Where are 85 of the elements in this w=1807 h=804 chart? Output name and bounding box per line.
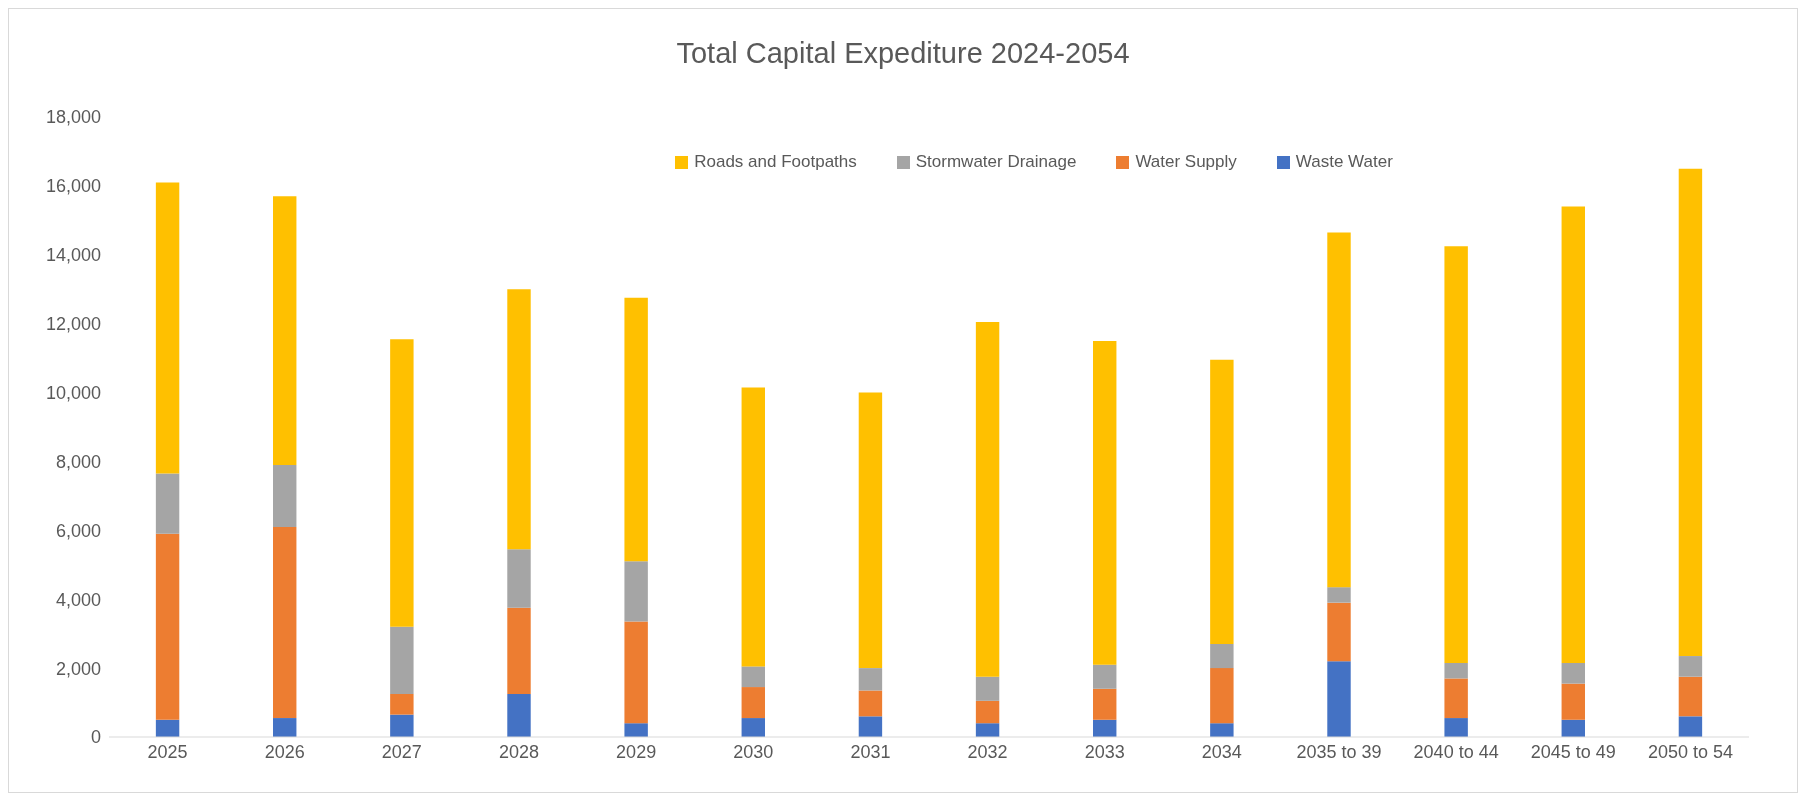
- bar: [273, 526, 297, 719]
- bar: [155, 182, 180, 474]
- bar: [390, 693, 414, 715]
- bar: [1093, 664, 1117, 689]
- bar: [624, 723, 648, 737]
- x-tick-label: 2034: [1201, 741, 1242, 762]
- x-tick-label: 2040 to 44: [1413, 741, 1499, 762]
- bar: [1561, 662, 1585, 684]
- bar: [1444, 678, 1468, 719]
- bar: [975, 321, 1000, 677]
- bar: [858, 690, 883, 717]
- bar: [741, 687, 765, 719]
- bar: [1678, 656, 1703, 677]
- x-tick-label: 2031: [850, 741, 891, 762]
- bar: [624, 561, 648, 622]
- bar: [624, 297, 648, 562]
- bar: [273, 196, 297, 465]
- y-tick-label: 12,000: [45, 314, 101, 335]
- bar: [858, 716, 883, 737]
- x-tick-label: 2029: [616, 741, 657, 762]
- bar: [1678, 168, 1703, 657]
- bar: [1210, 723, 1234, 737]
- y-tick-label: 0: [90, 727, 101, 748]
- bar: [1093, 340, 1117, 665]
- y-tick-label: 16,000: [45, 176, 101, 197]
- bar: [1210, 644, 1234, 669]
- bar: [1210, 359, 1234, 644]
- bar: [507, 289, 531, 550]
- y-tick-label: 18,000: [45, 107, 101, 128]
- x-tick-label: 2026: [264, 741, 305, 762]
- bar: [273, 718, 297, 737]
- bar: [1093, 688, 1117, 720]
- bar: [1561, 719, 1585, 737]
- legend-label: Water Supply: [1134, 152, 1237, 172]
- x-tick-label: 2050 to 54: [1647, 741, 1733, 762]
- y-tick-label: 2,000: [55, 658, 101, 679]
- x-tick-label: 2028: [498, 741, 540, 762]
- legend-label: Waste Water: [1294, 152, 1393, 172]
- bar: [975, 676, 1000, 701]
- y-tick-label: 10,000: [45, 382, 101, 403]
- bar: [390, 626, 414, 694]
- bar: [390, 714, 414, 737]
- bar: [975, 723, 1000, 737]
- bar: [1327, 602, 1351, 662]
- bar: [155, 719, 180, 737]
- x-tick-label: 2035 to 39: [1296, 741, 1382, 762]
- x-tick-label: 2025: [147, 741, 188, 762]
- bar: [858, 392, 883, 669]
- bar: [1678, 676, 1703, 717]
- bar: [1327, 232, 1351, 588]
- y-tick-label: 4,000: [55, 589, 101, 610]
- bar: [273, 464, 297, 527]
- bar: [155, 533, 180, 720]
- bar: [975, 700, 1000, 724]
- y-tick-label: 6,000: [55, 520, 101, 541]
- bar: [155, 473, 180, 534]
- y-tick-label: 14,000: [45, 245, 101, 266]
- bar: [390, 339, 414, 627]
- x-tick-label: 2032: [967, 741, 1008, 762]
- bar: [1327, 661, 1351, 737]
- legend-label: Stormwater Drainage: [914, 152, 1077, 172]
- bar: [1210, 668, 1234, 724]
- legend-label: Roads and Footpaths: [693, 152, 857, 172]
- bar: [1678, 716, 1703, 737]
- x-tick-label: 2027: [381, 741, 422, 762]
- bar: [741, 387, 765, 667]
- bar: [507, 693, 531, 737]
- y-tick-label: 8,000: [55, 451, 101, 472]
- bar: [1327, 587, 1351, 603]
- bar: [1444, 246, 1468, 663]
- x-tick-label: 2030: [733, 741, 774, 762]
- x-tick-label: 2045 to 49: [1530, 741, 1616, 762]
- bar: [507, 549, 531, 608]
- bar: [741, 718, 765, 737]
- bar: [507, 607, 531, 694]
- bar: [1561, 206, 1585, 663]
- bar: [624, 621, 648, 724]
- bar: [1444, 662, 1468, 679]
- bar: [1444, 718, 1468, 737]
- bar: [1093, 719, 1117, 737]
- bar: [1561, 683, 1585, 720]
- bar: [858, 668, 883, 691]
- bar: [741, 666, 765, 688]
- x-tick-label: 2033: [1084, 741, 1125, 762]
- chart-title: Total Capital Expediture 2024-2054: [675, 36, 1131, 71]
